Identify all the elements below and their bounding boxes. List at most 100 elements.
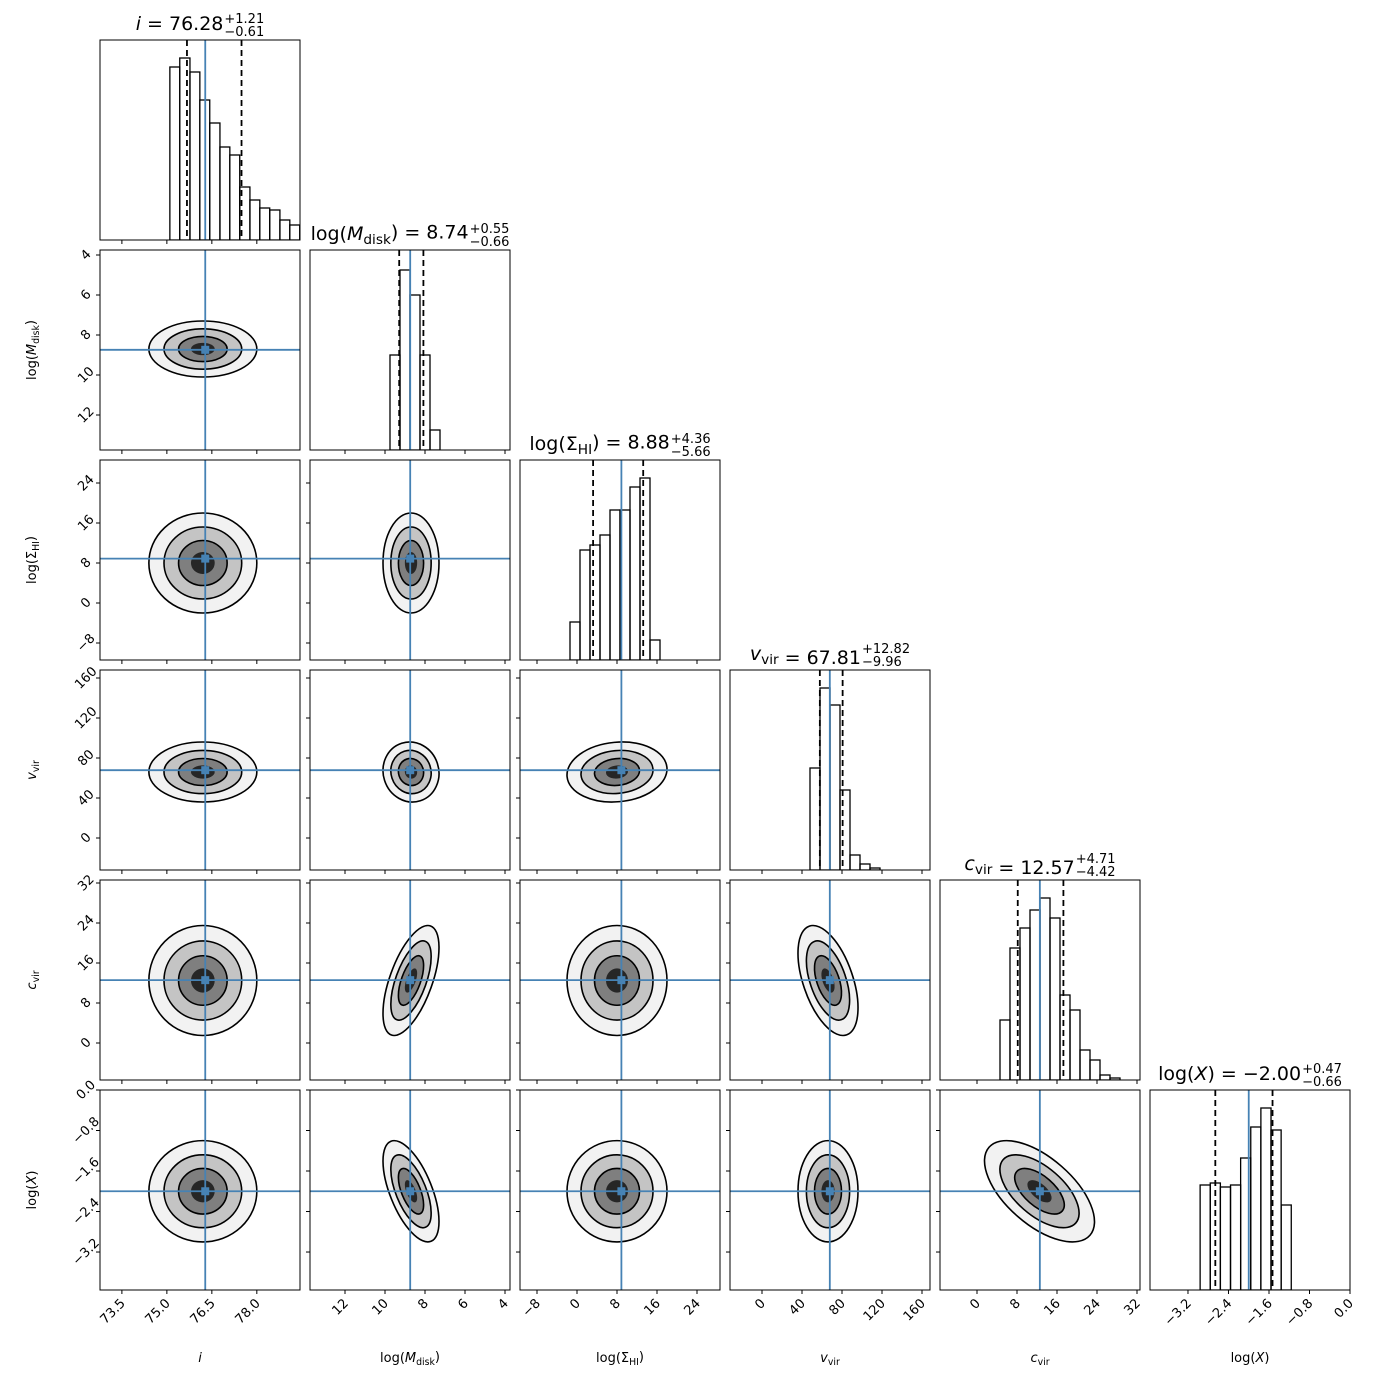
histogram-bar xyxy=(1109,1077,1121,1080)
y-tick-label: 8 xyxy=(78,555,94,571)
y-axis-label: log(X) xyxy=(25,1171,40,1210)
label-part: log( xyxy=(380,1351,405,1366)
panel: 0 8 16 24 32 cvir xyxy=(936,1089,1144,1368)
label-part: ) xyxy=(24,320,39,325)
panel-title: log(Mdisk) = 8.74 +0.55−0.66 xyxy=(311,221,510,250)
y-tick-label: 8 xyxy=(78,995,94,1011)
panel-frame xyxy=(309,669,511,871)
title-median: 8.88 xyxy=(627,431,669,453)
label-part: disk xyxy=(31,324,42,343)
x-tick-label: 160 xyxy=(901,1296,929,1324)
panel: −8 0 8 16 24 log(ΣHI) xyxy=(516,1089,721,1368)
x-tick-label: 78.0 xyxy=(233,1296,264,1327)
x-tick-label: −2.4 xyxy=(1202,1296,1235,1329)
truth-point xyxy=(617,1187,626,1196)
panel xyxy=(306,669,511,874)
histogram-bar xyxy=(849,854,861,870)
y-tick-label: 8 xyxy=(78,327,94,343)
histogram-bar xyxy=(819,687,831,870)
histogram-bar xyxy=(279,219,291,240)
x-axis-label: vvir xyxy=(820,1351,840,1368)
x-tick-label: −8 xyxy=(520,1296,544,1320)
histogram-bar xyxy=(429,429,441,450)
title-median: 8.74 xyxy=(426,221,468,243)
panel-plot xyxy=(100,250,300,450)
histogram-bar xyxy=(599,534,611,660)
panel-plot xyxy=(169,40,300,240)
x-tick-label: 8 xyxy=(1007,1296,1023,1312)
panel-frame xyxy=(729,879,931,1081)
histogram-bar xyxy=(629,486,641,660)
panel: −8 0 8 16 24 log(ΣHI) xyxy=(24,459,301,664)
histogram-bar xyxy=(809,767,821,870)
label-part: ) xyxy=(639,1350,644,1365)
histogram-bar xyxy=(1029,909,1041,1080)
label-part: vir xyxy=(31,760,42,772)
label-part: M xyxy=(25,344,40,355)
label-part: ) xyxy=(435,1350,440,1365)
label-part: ) xyxy=(592,431,599,453)
label-part: log( xyxy=(596,1351,621,1366)
x-axis-label: cvir xyxy=(1030,1351,1049,1368)
y-tick-label: 10 xyxy=(75,364,97,386)
histogram-bar xyxy=(1250,1126,1262,1290)
label-part: log( xyxy=(1231,1351,1256,1366)
label-part: v xyxy=(820,1351,828,1366)
histogram-bar xyxy=(609,509,621,660)
histogram-bar xyxy=(1069,1009,1081,1080)
title-equals: = xyxy=(404,221,420,243)
x-tick-label: 24 xyxy=(1082,1296,1104,1318)
x-tick-label: 8 xyxy=(607,1296,623,1312)
panel: 0 40 80 120 160 vvir xyxy=(25,664,301,874)
panel-plot xyxy=(730,880,930,1080)
y-tick-label: 16 xyxy=(75,952,97,974)
histogram-bar xyxy=(859,863,871,870)
panel-plot xyxy=(100,670,300,870)
title-text: i = 76.28 xyxy=(136,13,224,35)
title-err-plus: +0.55 xyxy=(470,222,510,237)
truth-point xyxy=(406,554,415,563)
panel-frame xyxy=(99,459,301,661)
title-err-minus: −0.66 xyxy=(1302,1075,1342,1090)
y-tick-label: 6 xyxy=(78,287,94,303)
title-median: 12.57 xyxy=(1020,857,1074,879)
panel-frame xyxy=(519,459,721,661)
x-tick-label: 16 xyxy=(1042,1296,1064,1318)
title-median: 67.81 xyxy=(807,647,861,669)
histogram-bar xyxy=(1219,1186,1232,1290)
histogram-bar xyxy=(189,71,201,240)
truth-point xyxy=(201,554,210,563)
panel-frame xyxy=(519,669,721,871)
panel-frame xyxy=(99,669,301,871)
panel-title: i = 76.28 +1.21−0.61 xyxy=(136,12,264,40)
label-part: i xyxy=(198,1351,202,1366)
y-axis-label: vvir xyxy=(25,760,42,780)
panel: 12 10 8 6 4 log(Mdisk) xyxy=(24,247,301,454)
histogram-bar xyxy=(649,639,661,660)
label-part: M xyxy=(347,223,363,245)
panel-plot xyxy=(999,880,1121,1080)
panel-plot xyxy=(520,670,720,870)
histogram-bar xyxy=(1099,1074,1111,1080)
histogram-bar xyxy=(1019,927,1031,1080)
panel-plot xyxy=(100,460,300,660)
label-part: c xyxy=(25,982,40,989)
panel: i = 76.28 +1.21−0.61 xyxy=(99,12,301,244)
histogram-bar xyxy=(1280,1204,1292,1290)
truth-point xyxy=(201,1187,210,1196)
label-part: log( xyxy=(25,355,40,380)
panel-title: vvir = 67.81 +12.82−9.96 xyxy=(750,642,910,670)
y-tick-label: 4 xyxy=(78,247,94,263)
histogram-bar xyxy=(839,789,851,870)
label-part: ) xyxy=(1264,1351,1269,1366)
histogram-bar xyxy=(1260,1107,1272,1290)
x-tick-label: 0 xyxy=(567,1296,583,1312)
label-part: M xyxy=(405,1351,416,1366)
truth-point xyxy=(201,766,210,775)
title-err-minus: −9.96 xyxy=(862,655,902,670)
histogram-bar xyxy=(829,704,841,870)
y-tick-label: 40 xyxy=(75,787,97,809)
panel-frame xyxy=(309,1089,511,1291)
